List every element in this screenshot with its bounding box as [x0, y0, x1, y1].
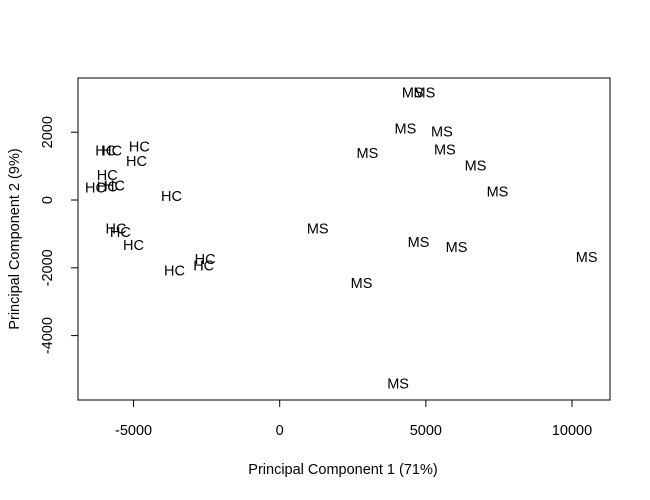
x-tick-label: -5000: [115, 423, 152, 439]
point-label-hc: HC: [164, 263, 185, 279]
point-label-hc: HC: [97, 180, 118, 196]
y-tick-label: -4000: [40, 317, 56, 354]
point-label-ms: MS: [395, 122, 417, 138]
y-tick-label: 0: [40, 196, 56, 204]
x-axis: -5000 0 5000 10000: [115, 399, 592, 439]
y-axis-label: Principal Component 2 (9%): [7, 148, 23, 329]
point-label-hc: HC: [106, 222, 127, 238]
point-label-hc: HC: [126, 154, 147, 170]
point-label-hc: HC: [110, 225, 131, 241]
x-tick-label: 0: [276, 423, 284, 439]
point-label-ms: MS: [414, 85, 436, 101]
point-label-ms: MS: [487, 184, 509, 200]
point-label-ms: MS: [351, 276, 373, 292]
y-axis: -4000 -2000 0 2000: [40, 116, 79, 354]
point-label-ms: MS: [402, 85, 424, 101]
point-label-hc: HC: [85, 181, 106, 197]
point-label-hc: HC: [129, 140, 150, 156]
point-label-hc: HC: [97, 168, 118, 184]
point-label-ms: MS: [576, 250, 598, 266]
point-label-ms: MS: [387, 377, 409, 393]
point-label-hc: HC: [161, 189, 182, 205]
point-label-hc: HC: [123, 238, 144, 254]
point-label-ms: MS: [408, 235, 430, 251]
plot-frame: [77, 77, 611, 401]
y-tick-label: 2000: [40, 116, 56, 148]
point-label-hc: HC: [104, 178, 125, 194]
point-label-ms: MS: [431, 125, 453, 141]
point-label-hc: HC: [95, 144, 116, 160]
x-tick-label: 5000: [410, 423, 442, 439]
point-label-ms: MS: [307, 222, 329, 238]
point-label-hc: HC: [101, 144, 122, 160]
x-tick-label: 10000: [552, 423, 592, 439]
point-label-ms: MS: [357, 146, 379, 162]
point-label-hc: HC: [195, 252, 216, 268]
point-label-hc: HC: [193, 259, 214, 275]
point-label-ms: MS: [446, 240, 468, 256]
y-tick-label: -2000: [40, 249, 56, 286]
x-axis-label: Principal Component 1 (71%): [248, 462, 437, 478]
point-label-ms: MS: [434, 143, 456, 159]
point-label-ms: MS: [465, 158, 487, 174]
